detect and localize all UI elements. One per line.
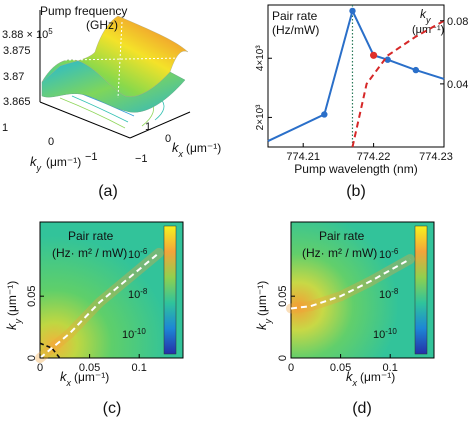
z-tick-0: 3.875 <box>3 45 31 57</box>
colorbar-d <box>414 225 428 355</box>
surface-kx-axis <box>129 111 191 139</box>
panel-c-label: (c) <box>103 400 122 417</box>
surface-ky-axis <box>39 101 131 139</box>
kx-tick-0: 1 <box>145 121 151 133</box>
kx-axis-unit: (μm⁻¹) <box>186 141 221 155</box>
pair-rate-point <box>321 111 328 118</box>
d-ylabel: ky (μm⁻¹) <box>254 281 273 330</box>
ky-tick-1: 0 <box>48 136 54 148</box>
pair-rate-label-line1: Pair rate <box>272 9 318 23</box>
ky-tick-0: 1 <box>2 122 8 134</box>
ky-right-unit: (μm⁻¹) <box>412 24 444 36</box>
x-tick-label: 0 <box>37 362 43 374</box>
d-title-line2: (Hz· m² / mW) <box>302 246 377 260</box>
panel-a-label: (a) <box>98 183 118 200</box>
panel-d: Pair rate (Hz· m² / mW) 10-6 10-8 10-10 … <box>254 221 435 417</box>
plot-frame-d <box>290 221 435 359</box>
x-tick-label: 0.05 <box>79 362 100 374</box>
surface-dotted-line-2 <box>64 57 186 61</box>
curves-c <box>35 247 164 363</box>
white-dashed-curve <box>39 252 160 359</box>
x-tick-label: 774.22 <box>357 151 391 163</box>
d-xlabel: kx <box>346 369 358 388</box>
y-tick-label: 4×10³ <box>255 45 266 72</box>
panel-b-label: (b) <box>346 183 366 200</box>
panel-b: Pair rate (Hz/mW) ky (μm⁻¹) 774.21 774.22… <box>255 4 468 200</box>
y-tick-label: 0.05 <box>26 285 38 306</box>
heatmap-d <box>291 222 434 358</box>
ky-dashed-line <box>351 19 445 148</box>
panel-d-label: (d) <box>352 400 372 417</box>
x-tick-label: 774.23 <box>419 151 453 163</box>
white-dashed-curve <box>290 258 411 310</box>
z-tick-2: 3.865 <box>3 96 31 108</box>
x-tick-label: 0.05 <box>330 362 351 374</box>
ky-right-label: ky <box>420 7 431 25</box>
c-xunit: (μm⁻¹) <box>74 370 109 384</box>
pair-rate-point <box>384 56 391 63</box>
y-tick-label: 0.05 <box>277 285 289 306</box>
axes-d: 0 0.05 0.1 0 0.05 <box>277 285 398 374</box>
line-chart-b: 774.21 774.22 774.23 2×10³ 4×10³ 0.04 0.08 <box>255 5 468 163</box>
kx-tick-1: 0 <box>165 133 171 145</box>
x-tick-label: 0.1 <box>132 362 147 374</box>
x-tick-label: 0 <box>288 362 294 374</box>
panel-c: Pair rate (Hz· m² / mW) 10-6 10-8 10-10 … <box>4 221 184 417</box>
d-xunit: (μm⁻¹) <box>360 370 395 384</box>
d-title-line1: Pair rate <box>319 229 365 243</box>
heatmap-c <box>40 222 183 358</box>
y-tick-label: 0 <box>277 355 289 361</box>
y2-tick-label: 0.04 <box>447 79 468 91</box>
z-tick-1: 3.87 <box>3 71 24 83</box>
y-tick-label: 2×10³ <box>255 104 266 131</box>
ky-axis-label: ky <box>30 154 42 173</box>
x-tick-label: 774.21 <box>286 151 320 163</box>
c-yunit: (μm⁻¹) <box>5 281 19 316</box>
kx-axis-label: kx <box>172 140 184 159</box>
black-dashed-curve <box>39 342 61 359</box>
surface-back <box>41 15 189 97</box>
svg-text:ky: ky <box>4 319 23 331</box>
d-yunit: (μm⁻¹) <box>255 281 269 316</box>
c-title-line2: (Hz· m² / mW) <box>52 246 127 260</box>
colorbar-c <box>163 225 177 355</box>
pair-rate-point <box>412 66 420 74</box>
pump-title-line2: (GHz) <box>86 18 118 32</box>
panel-a: Pump frequency (GHz) 3.88 × 105 3.875 3.… <box>2 4 221 200</box>
y2-tick-label: 0.08 <box>447 16 468 28</box>
c-ylabel: ky (μm⁻¹) <box>4 281 23 330</box>
z-multiplier: 3.88 × 105 <box>2 27 53 42</box>
pair-rate-label-line2: (Hz/mW) <box>272 23 319 37</box>
surface-dotted-line-1 <box>117 21 123 99</box>
axes-c: 0 0.05 0.1 0 0.05 <box>26 285 147 374</box>
y-tick-label: 0 <box>26 355 38 361</box>
x-tick-label: 0.1 <box>383 362 398 374</box>
ky-axis-unit: (μm⁻¹) <box>46 155 81 169</box>
plot-frame-b <box>267 4 445 148</box>
c-xlabel: kx <box>60 369 72 388</box>
highlight-point <box>370 51 378 59</box>
x-axis-label-b: Pump wavelength (nm) <box>294 162 417 176</box>
plot-frame-c <box>39 221 184 359</box>
c-title-line1: Pair rate <box>68 229 114 243</box>
kx-tick-2: −1 <box>135 153 148 165</box>
curves-d <box>286 254 415 314</box>
svg-text:ky: ky <box>254 319 273 331</box>
pump-title-line1: Pump frequency <box>40 4 127 18</box>
pair-rate-point <box>349 7 356 15</box>
ky-tick-2: −1 <box>85 151 98 163</box>
